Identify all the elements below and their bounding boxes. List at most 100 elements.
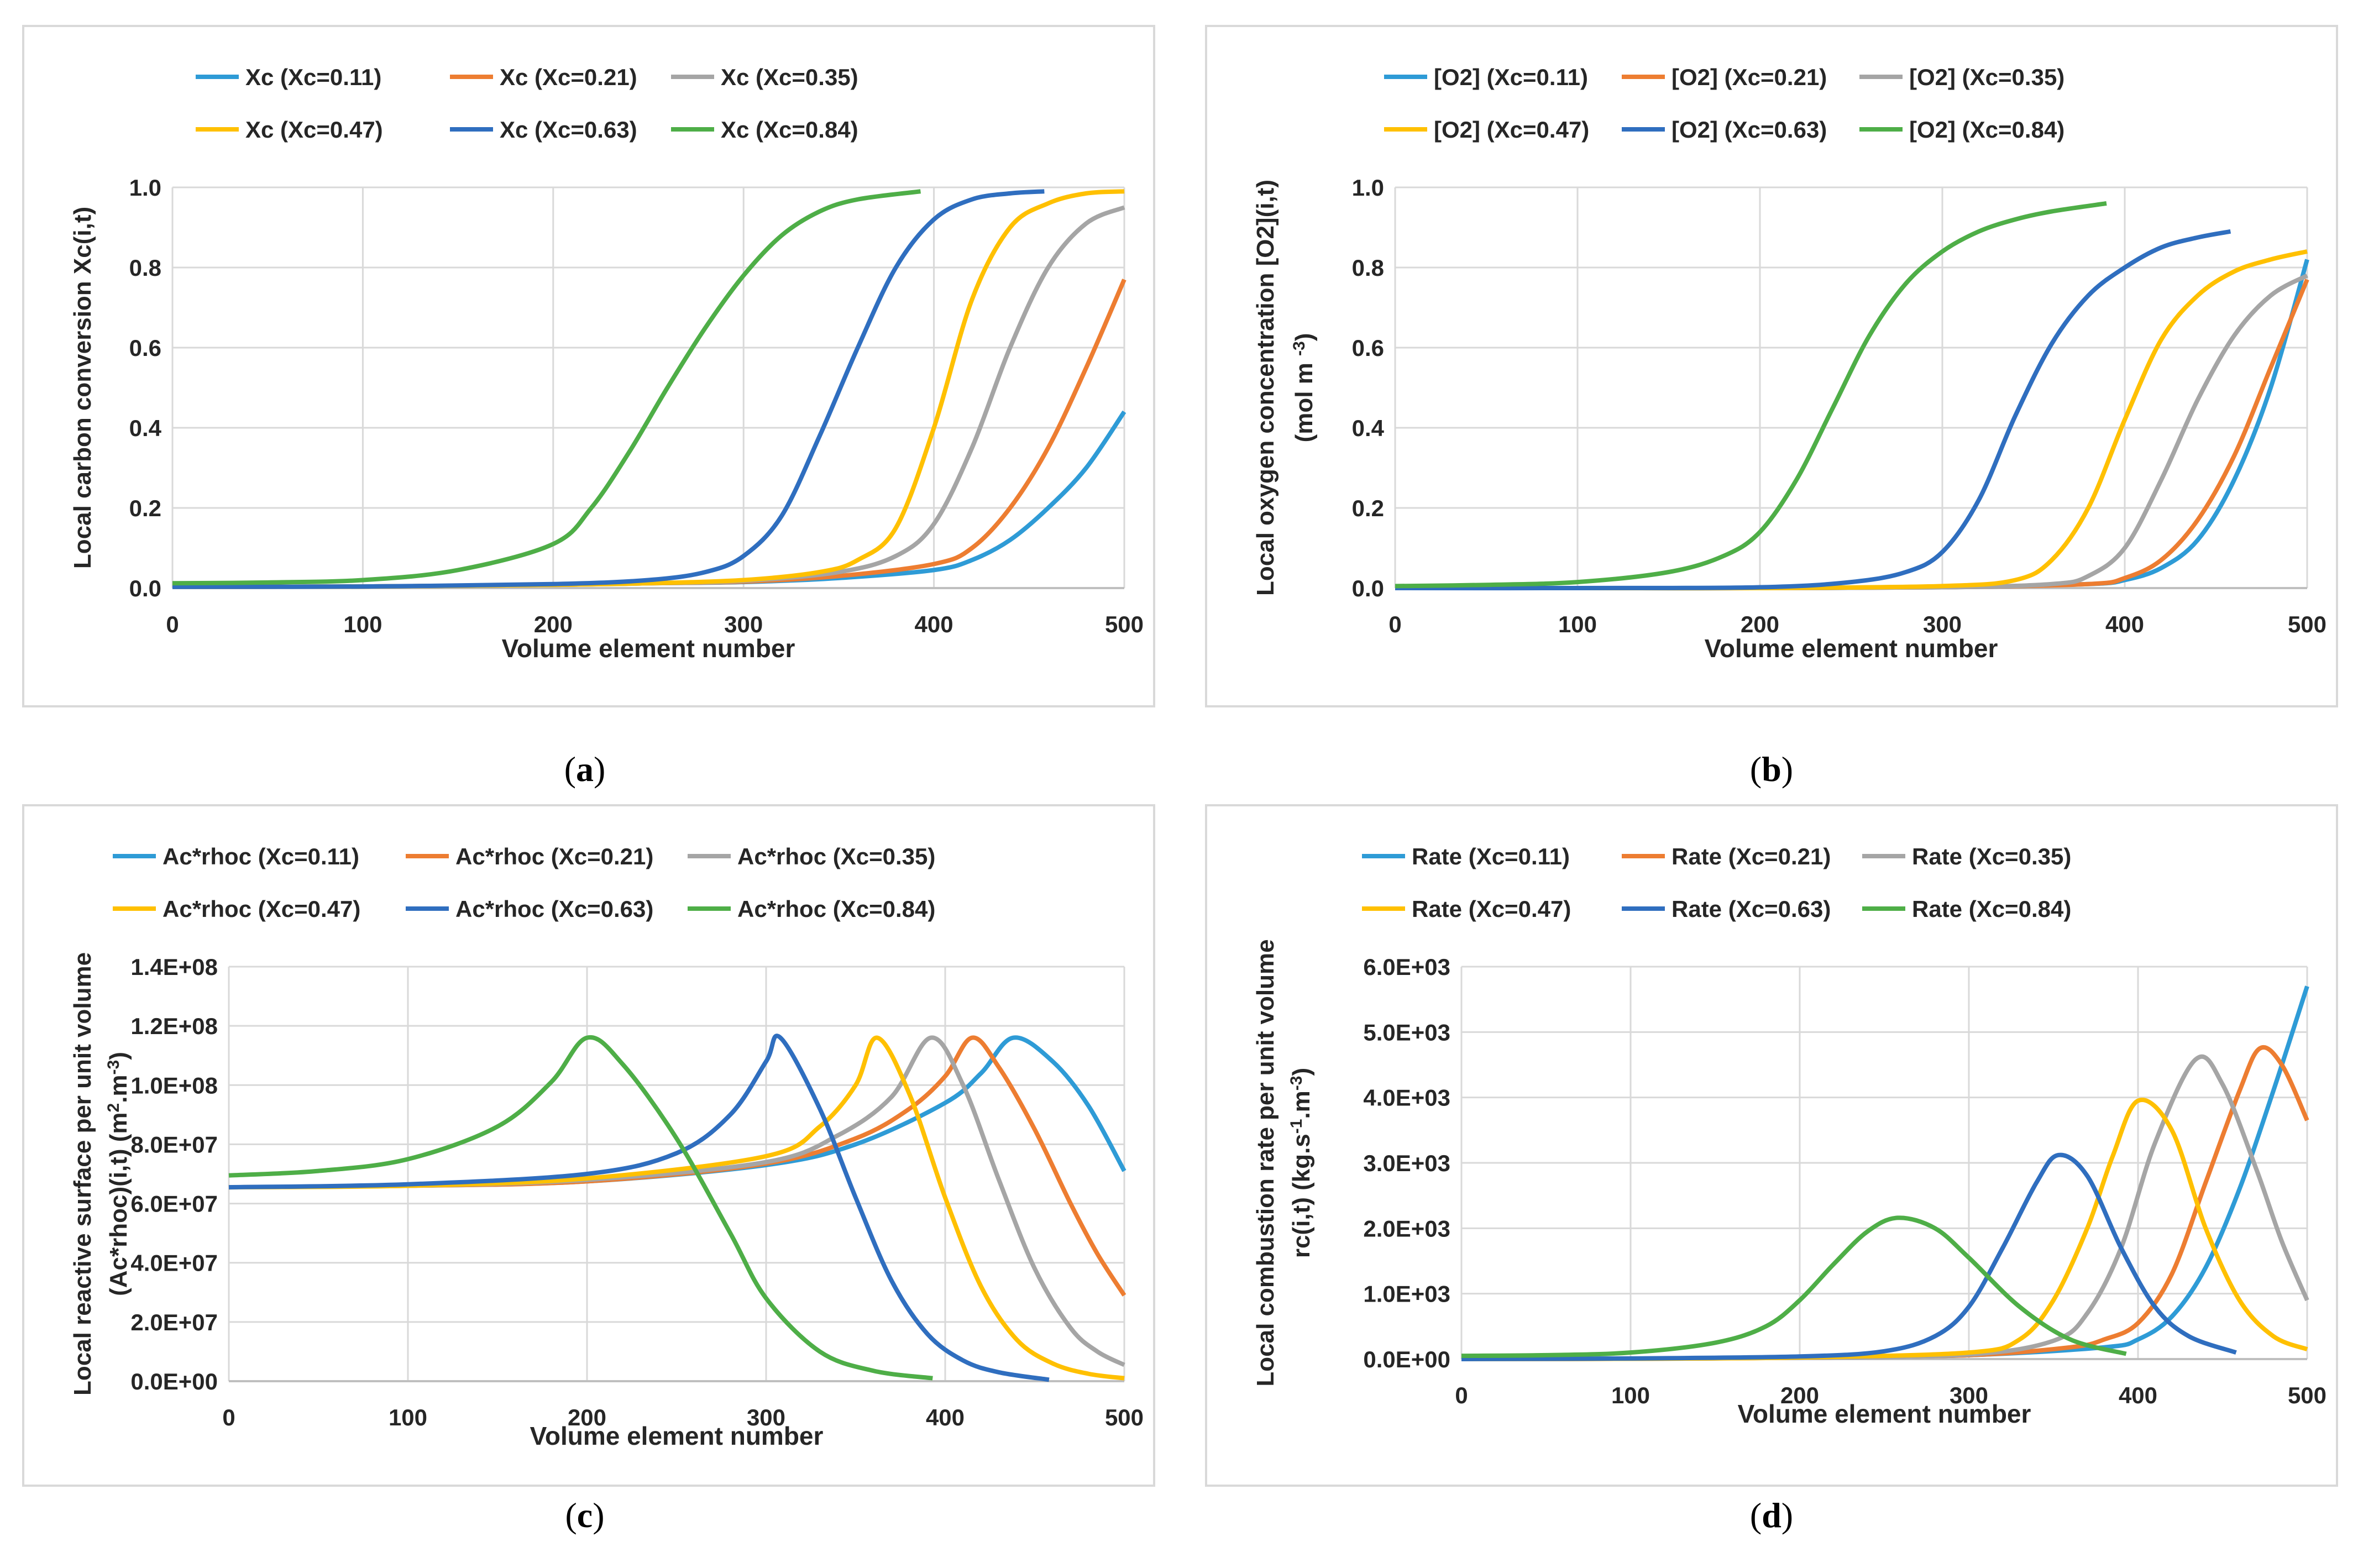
y-axis-unit-sup2: -3 [104, 1060, 123, 1075]
y-tick-label: 8.0E+07 [130, 1131, 218, 1157]
panel-label-d-letter: d [1762, 1496, 1781, 1535]
panel-label-a-letter: a [576, 749, 594, 789]
panel-label-b-open: ( [1749, 749, 1762, 789]
x-tick-label: 400 [2119, 1382, 2157, 1408]
y-tick-label: 5.0E+03 [1363, 1019, 1450, 1045]
chart-panel-d: 0 100 200 300 400 500 0.0E+00 1.0E+03 2.0E+03 3.0… [1205, 804, 2338, 1487]
legend-label-3: [O2] (Xc=0.35) [1909, 64, 2064, 90]
y-axis-title: Local reactive surface per unit volume [69, 952, 96, 1396]
chart-d-svg: 0 100 200 300 400 500 0.0E+00 1.0E+03 2.0E+03 3.0… [1252, 843, 2326, 1428]
x-axis-title: Volume element number [530, 1422, 824, 1450]
legend-label-6: Xc (Xc=0.84) [721, 117, 858, 143]
x-tick-label: 300 [724, 611, 763, 637]
y-tick-label: 6.0E+07 [130, 1191, 218, 1217]
x-tick-label: 400 [2105, 611, 2144, 637]
x-tick-label: 0 [166, 611, 179, 637]
panel-label-b-close: ) [1781, 749, 1794, 789]
y-tick-label: 6.0E+03 [1363, 954, 1450, 980]
y-tick-label: 0.0E+00 [130, 1368, 218, 1394]
legend-label-3: Rate (Xc=0.35) [1912, 843, 2071, 869]
legend-label-1: Ac*rhoc (Xc=0.11) [163, 843, 359, 869]
legend-label-2: [O2] (Xc=0.21) [1671, 64, 1827, 90]
y-axis-unit-sup1: 2 [104, 1103, 123, 1113]
series-line-3 [228, 1035, 1125, 1367]
panel-label-a-close: ) [594, 749, 606, 789]
chart-b-svg: 0 100 200 300 400 500 0.0 0.2 0.4 0.6 0.8 1.0 [O2] (… [1252, 64, 2326, 663]
series-line-6 [172, 189, 921, 586]
x-tick-label: 100 [343, 611, 382, 637]
legend-label-6: Ac*rhoc (Xc=0.84) [737, 896, 935, 922]
y-tick-label: 0.2 [1352, 495, 1384, 521]
y-tick-label: 0.8 [129, 255, 161, 281]
panel-label-a: (a) [530, 749, 640, 790]
chart-c-svg: 0 100 200 300 400 500 0.0E+00 2.0E+07 4.0E+07 6.0… [69, 843, 1144, 1450]
series-line-6 [1395, 201, 2107, 589]
legend-label-3: Xc (Xc=0.35) [721, 64, 858, 90]
panel-label-d-open: ( [1749, 1496, 1762, 1535]
x-tick-label: 100 [1558, 611, 1597, 637]
legend-label-5: Ac*rhoc (Xc=0.63) [455, 896, 653, 922]
x-tick-label: 200 [534, 611, 573, 637]
series-line-5 [228, 1034, 1050, 1382]
y-tick-label: 0.4 [129, 415, 162, 441]
x-tick-label: 200 [1741, 611, 1779, 637]
series-line-2 [1461, 1045, 2309, 1361]
y-tick-label: 0.8 [1352, 255, 1384, 281]
panel-label-c-letter: c [577, 1496, 593, 1535]
chart-panel-a: 0 100 200 300 400 500 0.0 0.2 0.4 0.6 0.8 1.0 Xc (Xc… [22, 25, 1155, 707]
y-tick-label: 1.0 [129, 175, 161, 201]
panel-label-c: (c) [530, 1495, 640, 1536]
chart-panel-c: 0 100 200 300 400 500 0.0E+00 2.0E+07 4.0E+07 6.0… [22, 804, 1155, 1487]
x-tick-label: 500 [1105, 611, 1144, 637]
series-line-2 [172, 279, 1126, 589]
series-line-4 [1395, 249, 2308, 591]
legend-label-5: Rate (Xc=0.63) [1671, 896, 1831, 922]
legend-label-4: [O2] (Xc=0.47) [1434, 117, 1589, 143]
x-tick-label: 500 [2288, 1382, 2326, 1408]
panel-label-a-open: ( [564, 749, 576, 789]
series-line-3 [172, 205, 1125, 589]
panel-label-b: (b) [1716, 749, 1827, 790]
series-line-1 [172, 410, 1126, 589]
legend-label-5: [O2] (Xc=0.63) [1671, 117, 1827, 143]
x-tick-label: 300 [1950, 1382, 1988, 1408]
panel-label-d-close: ) [1781, 1496, 1794, 1535]
y-axis-title: Local oxygen concentration [O2](i,t) [1252, 180, 1279, 596]
panel-label-b-letter: b [1762, 749, 1781, 789]
legend-label-6: [O2] (Xc=0.84) [1909, 117, 2064, 143]
panel-label-d: (d) [1716, 1495, 1827, 1536]
x-axis-title: Volume element number [1705, 634, 1998, 663]
y-tick-label: 0.6 [129, 335, 161, 361]
series-line-4 [172, 189, 1125, 589]
legend-label-2: Xc (Xc=0.21) [500, 64, 637, 90]
legend-label-4: Xc (Xc=0.47) [245, 117, 383, 143]
legend-label-2: Ac*rhoc (Xc=0.21) [455, 843, 653, 869]
series-line-1 [1461, 985, 2309, 1361]
legend-label-3: Ac*rhoc (Xc=0.35) [737, 843, 935, 869]
x-tick-label: 100 [1611, 1382, 1650, 1408]
legend-label-4: Rate (Xc=0.47) [1412, 896, 1571, 922]
y-tick-label: 4.0E+07 [130, 1250, 218, 1276]
y-axis-title: Local combustion rate per unit volume [1252, 939, 1279, 1386]
series-line-5 [1461, 1152, 2237, 1361]
panel-label-c-close: ) [593, 1496, 605, 1535]
y-tick-label: 1.4E+08 [130, 954, 218, 980]
y-axis-unit-mid: .m [105, 1074, 132, 1103]
x-tick-label: 200 [1780, 1382, 1819, 1408]
legend-label-2: Rate (Xc=0.21) [1671, 843, 1831, 869]
y-tick-label: 0.0 [1352, 575, 1384, 601]
legend-label-6: Rate (Xc=0.84) [1912, 896, 2071, 922]
x-tick-label: 0 [222, 1404, 235, 1430]
y-tick-label: 1.0E+08 [130, 1072, 218, 1098]
y-tick-label: 2.0E+03 [1363, 1215, 1450, 1241]
x-tick-label: 300 [1923, 611, 1962, 637]
x-tick-label: 400 [926, 1404, 965, 1430]
series-line-4 [228, 1035, 1125, 1381]
x-axis-title: Volume element number [1738, 1399, 2031, 1428]
y-axis-unit-end: ) [1288, 1068, 1315, 1076]
series-line-6 [1461, 1215, 2127, 1359]
chart-panel-b: 0 100 200 300 400 500 0.0 0.2 0.4 0.6 0.8 1.0 [O2] (… [1205, 25, 2338, 707]
y-tick-label: 0.0 [129, 575, 161, 601]
x-tick-label: 400 [915, 611, 953, 637]
chart-a-svg: 0 100 200 300 400 500 0.0 0.2 0.4 0.6 0.8 1.0 Xc (Xc… [69, 64, 1144, 663]
